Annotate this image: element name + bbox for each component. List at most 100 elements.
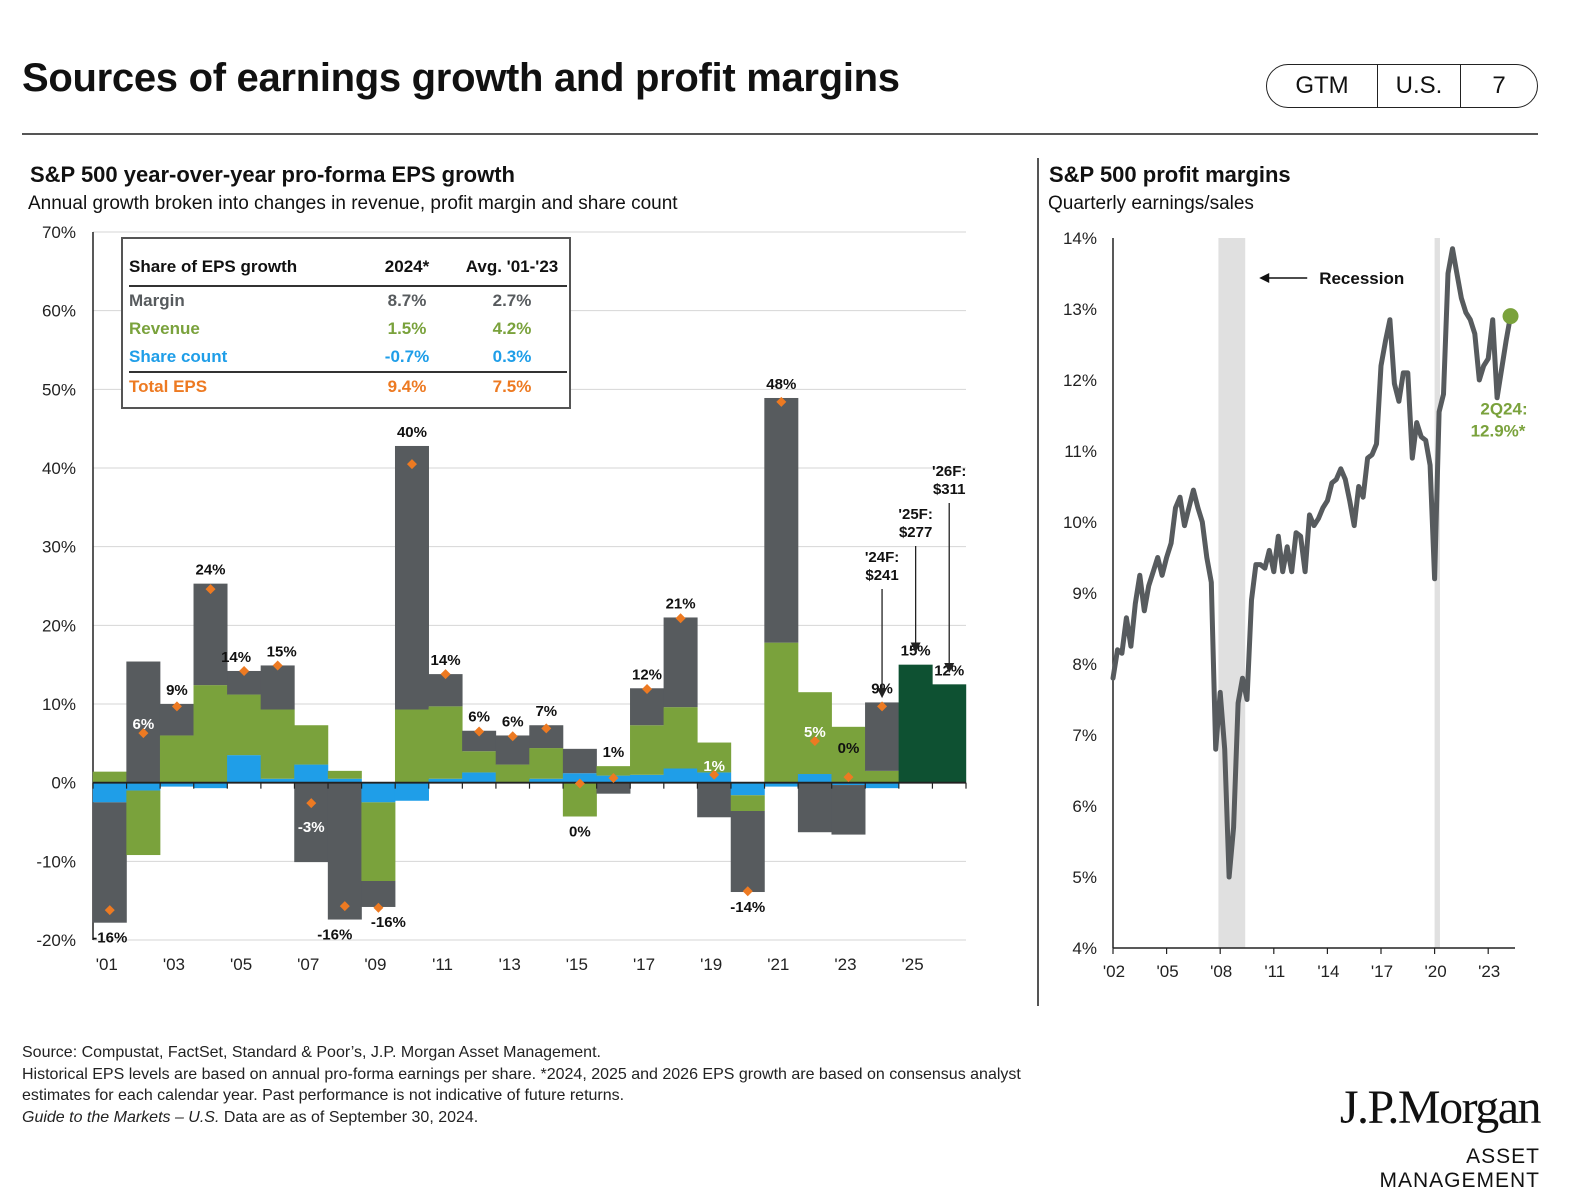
total-eps-marker [809,735,820,746]
recession-band [1434,238,1440,948]
share-count-bar [260,778,295,783]
revenue-bar [596,766,631,776]
total-eps-marker [642,684,653,695]
value-label: 40% [397,424,427,441]
margin-bar [529,725,564,749]
x-tick-label: '14 [1317,962,1339,981]
inset-row-avg: 0.3% [492,347,532,366]
y-tick-label: 9% [1072,584,1097,603]
margin-bar [630,688,665,726]
guide-name: Guide to the Markets – U.S. [22,1108,220,1126]
x-tick-label: '13 [499,955,521,974]
total-eps-marker [877,701,888,712]
inset-header-2024: 2024* [357,249,457,287]
total-eps-marker [742,886,753,897]
margin-bar [92,802,127,923]
disclaimer-note: estimates for each calendar year. Past p… [22,1087,625,1104]
value-label: 48% [766,376,796,393]
total-eps-marker [373,902,384,913]
revenue-bar [495,764,530,783]
revenue-bar [361,802,396,881]
revenue-bar [630,725,665,775]
x-tick-label: '17 [633,955,655,974]
revenue-bar [227,694,262,756]
revenue-bar [764,642,799,783]
x-tick-label: '08 [1210,962,1232,981]
share-count-bar [193,782,228,789]
margin-bar [697,782,732,818]
y-tick-label: 30% [42,538,76,557]
share-count-bar [126,782,161,791]
y-tick-label: 40% [42,459,76,478]
share-count-bar [428,778,463,783]
revenue-bar [529,748,564,779]
inset-row-avg: 7.5% [457,371,567,401]
y-tick-label: 11% [1064,442,1097,461]
margin-chart-subtitle: Quarterly earnings/sales [1048,193,1254,214]
y-tick-label: -10% [36,852,76,871]
value-label: 1% [603,744,625,761]
profit-margin-line [1110,246,1513,880]
margin-bar [462,730,497,752]
share-count-bar [663,768,698,783]
share-count-bar [394,782,429,801]
eps-chart-title: S&P 500 year-over-year pro-forma EPS gro… [30,162,515,187]
total-eps-marker [675,613,686,624]
y-tick-label: 4% [1072,939,1097,958]
recession-label: Recession [1319,269,1404,288]
margin-bar [797,782,832,833]
share-count-bar [361,782,396,803]
profit-margin-chart: Recession 14% 13% 12% 11% 10% 9% 8% 7% 6% 5% 4% '02 '… [1063,229,1528,981]
margin-bar [596,782,631,794]
value-label: 9% [166,682,188,699]
total-eps-marker [171,701,182,712]
margin-bar [831,785,866,835]
inset-row-2024: -0.7% [384,347,430,366]
forecast-price: $241 [865,567,898,584]
margin-bar [361,881,396,907]
inset-row-label: Total EPS [129,371,357,401]
x-tick-label: '02 [1103,962,1125,981]
total-eps-marker [608,772,619,783]
total-eps-marker [776,396,787,407]
share-count-bar [831,782,866,786]
inset-header-avg: Avg. '01-'23 [457,249,567,287]
value-label: 14% [221,649,251,666]
share-count-bar [630,774,665,783]
x-tick-label: '09 [364,955,386,974]
value-label: 7% [535,703,557,720]
inset-row-label: Share count [129,347,228,366]
value-label: 21% [666,595,696,612]
share-count-bar [562,773,597,783]
x-tick-label: '05 [230,955,252,974]
share-count-bar [764,782,799,787]
value-label: -16% [317,927,352,944]
value-label: 0% [838,740,860,757]
forecast-arrow-head [944,662,955,673]
slide-tag: GTM U.S. 7 [1266,64,1538,108]
forecast-arrow-head [877,688,888,699]
value-label: -16% [371,914,406,931]
y-tick-label: 10% [1063,513,1097,532]
margin-bar [394,445,429,710]
jpmorgan-logo: J.P.Morgan [1339,1081,1542,1134]
margin-bar [294,782,329,863]
revenue-bar [193,685,228,783]
recession-arrow-head [1259,273,1270,283]
latest-point-value: 12.9%* [1471,421,1526,440]
share-count-bar [92,782,127,803]
revenue-bar [394,709,429,783]
y-tick-label: 50% [42,380,76,399]
inset-row-label: Margin [129,291,185,310]
share-count-bar [462,772,497,783]
source-note: Source: Compustat, FactSet, Standard & P… [22,1044,601,1061]
x-tick-label: '23 [834,955,856,974]
share-count-bar [529,778,564,783]
total-eps-marker [843,772,854,783]
x-tick-label: '11 [1264,962,1285,981]
inset-row-avg: 2.7% [492,291,532,310]
margin-bar [327,782,362,920]
tag-page-number: 7 [1492,72,1506,99]
forecast-price: $277 [899,524,932,541]
panel-divider [1037,158,1039,1006]
